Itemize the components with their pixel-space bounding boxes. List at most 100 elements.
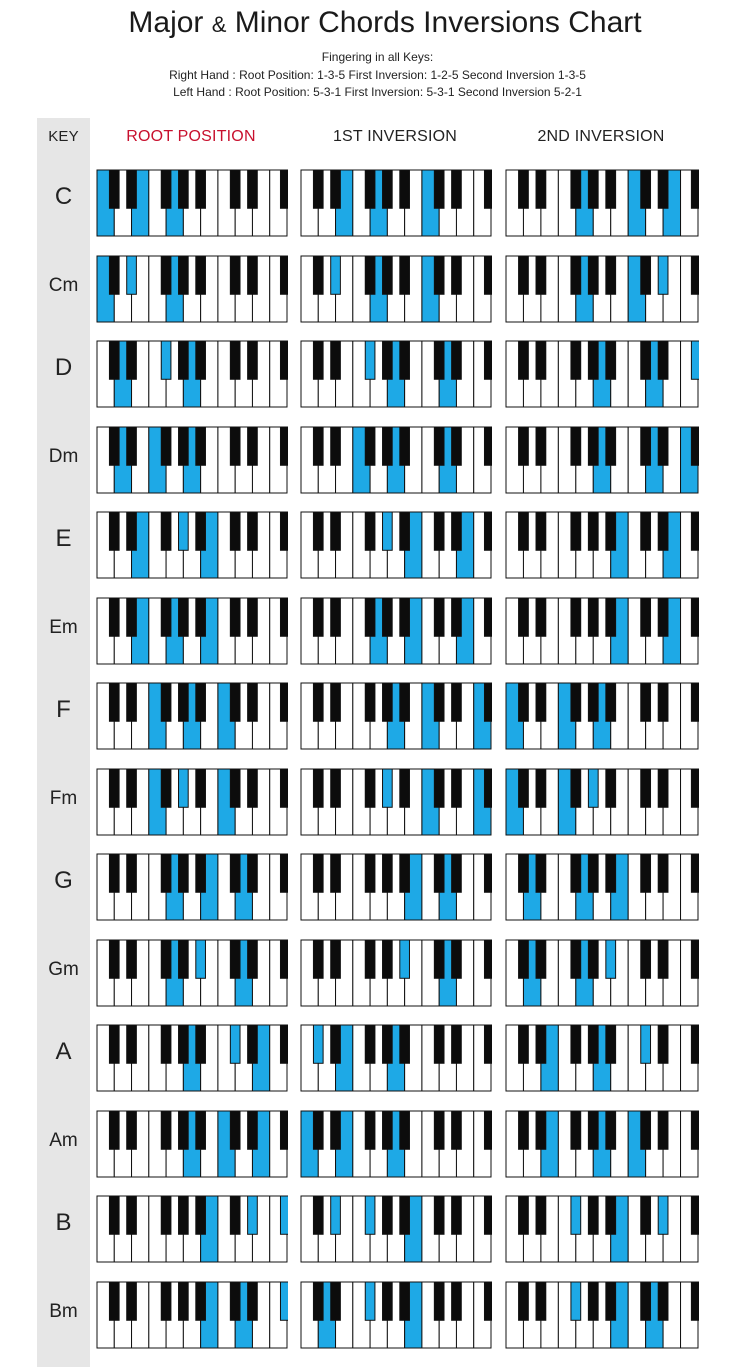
black-key — [330, 340, 341, 380]
black-key — [279, 853, 288, 893]
black-key — [195, 939, 206, 979]
black-key — [535, 682, 547, 722]
black-key — [312, 682, 324, 722]
black-key — [364, 768, 376, 808]
black-key — [108, 768, 120, 808]
keyboard-first — [300, 1281, 492, 1348]
black-key — [690, 255, 699, 295]
black-key — [195, 682, 206, 722]
black-key — [382, 1024, 393, 1064]
black-key — [382, 939, 393, 979]
black-key — [535, 426, 547, 466]
keyboard-first — [300, 169, 492, 237]
black-key — [126, 1195, 137, 1235]
black-key — [108, 426, 120, 466]
black-key — [451, 511, 462, 551]
black-key — [126, 597, 137, 637]
black-key — [657, 853, 669, 893]
black-key — [605, 597, 617, 637]
black-key — [108, 169, 120, 209]
chord-key-label: Am — [49, 1129, 78, 1151]
black-key — [178, 1195, 189, 1235]
black-key — [279, 597, 288, 637]
black-key — [483, 1281, 492, 1321]
keyboard-second — [505, 511, 699, 579]
black-key — [178, 853, 189, 893]
black-key — [195, 597, 206, 637]
black-key — [382, 169, 393, 209]
black-key — [399, 1024, 410, 1064]
black-key — [690, 1024, 699, 1064]
black-key — [126, 1110, 137, 1150]
black-key — [312, 169, 324, 209]
black-key — [247, 768, 258, 808]
black-key — [382, 597, 393, 637]
black-key — [587, 1281, 599, 1321]
black-key — [483, 1024, 492, 1064]
keyboard-root — [96, 682, 288, 750]
black-key — [229, 939, 241, 979]
black-key — [247, 255, 258, 295]
black-key — [330, 853, 341, 893]
black-key — [330, 511, 341, 551]
black-key — [690, 1110, 699, 1150]
keyboard-root — [96, 169, 288, 237]
black-key — [657, 255, 669, 295]
black-key — [483, 768, 492, 808]
black-key — [108, 1024, 120, 1064]
black-key — [690, 597, 699, 637]
keyboard-second — [505, 768, 699, 835]
black-key — [160, 768, 172, 808]
black-key — [382, 853, 393, 893]
black-key — [483, 511, 492, 551]
black-key — [160, 255, 172, 295]
black-key — [279, 1281, 288, 1321]
black-key — [535, 1024, 547, 1064]
keyboard-first — [300, 1195, 492, 1263]
black-key — [364, 169, 376, 209]
black-key — [433, 511, 445, 551]
black-key — [247, 1195, 258, 1235]
black-key — [330, 597, 341, 637]
black-key — [108, 853, 120, 893]
black-key — [229, 511, 241, 551]
keyboard-second — [505, 340, 699, 408]
black-key — [535, 1195, 547, 1235]
black-key — [247, 511, 258, 551]
black-key — [587, 853, 599, 893]
black-key — [312, 1024, 324, 1064]
keyboard-second — [505, 939, 699, 1006]
black-key — [279, 255, 288, 295]
black-key — [587, 340, 599, 380]
black-key — [160, 1110, 172, 1150]
black-key — [570, 340, 582, 380]
black-key — [229, 597, 241, 637]
black-key — [570, 768, 582, 808]
black-key — [160, 1024, 172, 1064]
black-key — [178, 768, 189, 808]
black-key — [279, 1110, 288, 1150]
black-key — [108, 340, 120, 380]
black-key — [126, 169, 137, 209]
black-key — [399, 1195, 410, 1235]
keyboard-first — [300, 255, 492, 322]
black-key — [570, 682, 582, 722]
black-key — [518, 255, 529, 295]
black-key — [451, 1281, 462, 1321]
black-key — [108, 597, 120, 637]
black-key — [587, 1024, 599, 1064]
black-key — [195, 1110, 206, 1150]
black-key — [433, 1110, 445, 1150]
keyboard-first — [300, 768, 492, 835]
black-key — [587, 939, 599, 979]
black-key — [518, 1195, 529, 1235]
black-key — [483, 169, 492, 209]
black-key — [518, 768, 529, 808]
black-key — [195, 1195, 206, 1235]
black-key — [657, 340, 669, 380]
black-key — [126, 939, 137, 979]
black-key — [195, 169, 206, 209]
black-key — [535, 597, 547, 637]
black-key — [312, 340, 324, 380]
chord-key-label: Fm — [49, 787, 78, 809]
